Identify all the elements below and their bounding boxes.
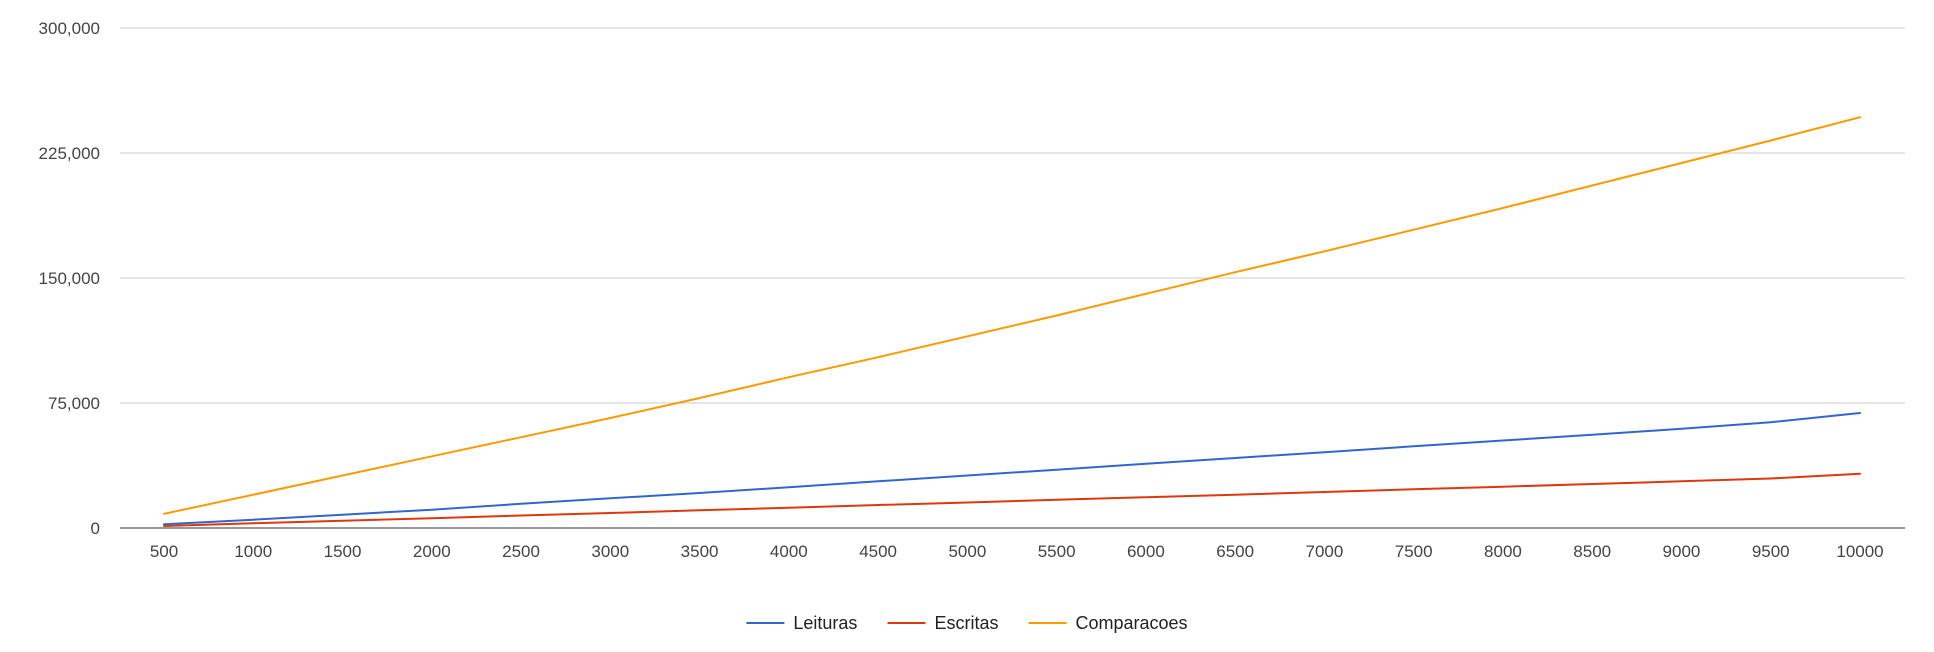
x-tick-label: 6500 (1216, 542, 1254, 561)
y-tick-label: 75,000 (48, 394, 100, 413)
x-tick-label: 4000 (770, 542, 808, 561)
x-tick-label: 6000 (1127, 542, 1165, 561)
legend-item-leituras[interactable]: Leituras (746, 613, 857, 633)
x-tick-label: 8000 (1484, 542, 1522, 561)
x-axis-tick-labels: 500 1000 1500 2000 2500 3000 3500 4000 4500 5000 5… (150, 542, 1884, 561)
y-tick-label: 0 (91, 519, 100, 538)
y-tick-label: 300,000 (39, 19, 100, 38)
x-tick-label: 500 (150, 542, 178, 561)
x-tick-label: 3500 (681, 542, 719, 561)
y-axis-tick-labels: 0 75,000 150,000 225,000 300,000 (39, 19, 100, 538)
grid-lines (120, 27, 1905, 404)
legend-item-escritas[interactable]: Escritas (887, 613, 999, 633)
legend[interactable]: Leituras Escritas Comparacoes (746, 613, 1188, 633)
series-line-comparacoes (163, 116, 1861, 515)
x-tick-label: 7500 (1395, 542, 1433, 561)
x-tick-label: 9000 (1663, 542, 1701, 561)
x-tick-label: 5000 (948, 542, 986, 561)
series-line-leituras (163, 412, 1861, 526)
x-tick-label: 1000 (234, 542, 272, 561)
y-tick-label: 225,000 (39, 144, 100, 163)
x-tick-label: 3000 (591, 542, 629, 561)
x-tick-label: 1500 (324, 542, 362, 561)
legend-item-comparacoes[interactable]: Comparacoes (1028, 613, 1188, 633)
x-tick-label: 4500 (859, 542, 897, 561)
x-tick-label: 8500 (1573, 542, 1611, 561)
series-lines (163, 116, 1861, 527)
legend-label-leituras: Leituras (793, 613, 857, 633)
x-tick-label: 5500 (1038, 542, 1076, 561)
series-line-escritas (163, 472, 1861, 527)
x-tick-label: 2000 (413, 542, 451, 561)
legend-label-comparacoes: Comparacoes (1076, 613, 1188, 633)
x-tick-label: 2500 (502, 542, 540, 561)
x-tick-label: 10000 (1836, 542, 1883, 561)
x-tick-label: 7000 (1306, 542, 1344, 561)
legend-label-escritas: Escritas (935, 613, 999, 633)
x-tick-label: 9500 (1752, 542, 1790, 561)
y-tick-label: 150,000 (39, 269, 100, 288)
